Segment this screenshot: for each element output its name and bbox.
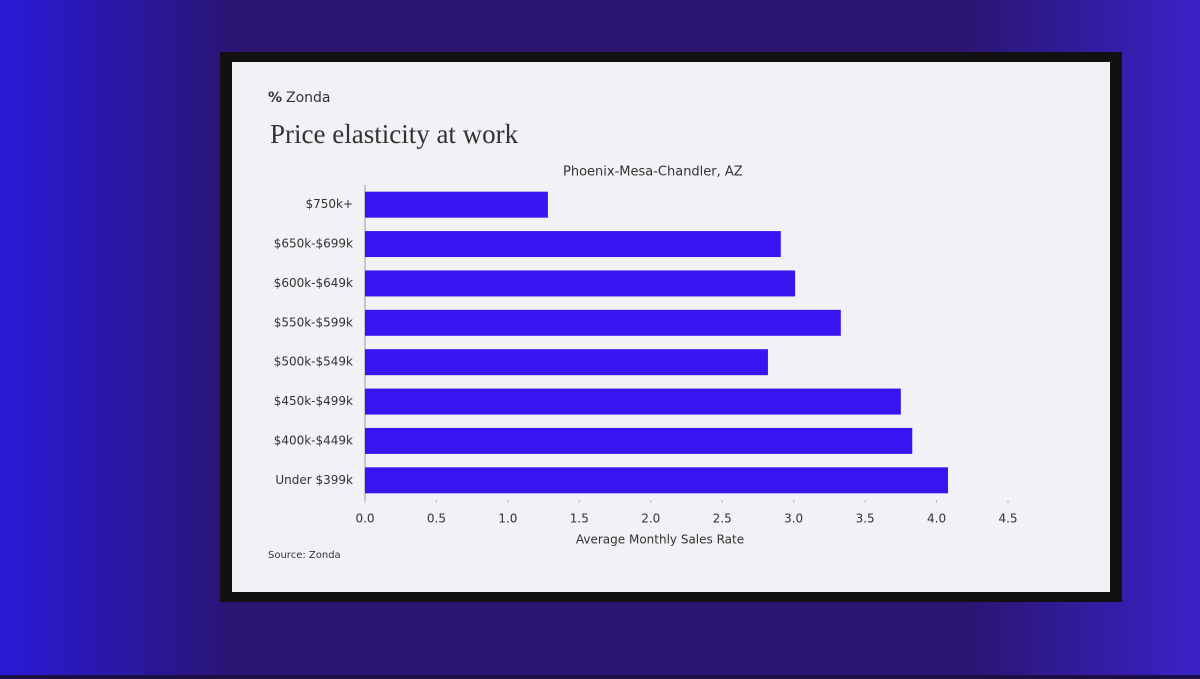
x-tick-label: 3.5 <box>856 512 875 526</box>
source: Source: Zonda <box>268 550 341 561</box>
bar <box>365 427 913 454</box>
x-tick-label: 0.5 <box>427 512 446 526</box>
bar <box>365 467 948 494</box>
x-axis-label: Average Monthly Sales Rate <box>576 533 744 547</box>
y-tick-label: $750k+ <box>305 197 353 211</box>
bar <box>365 231 781 258</box>
y-tick-label: $500k-$549k <box>274 355 353 369</box>
y-tick-label: $650k-$699k <box>274 237 353 251</box>
x-tick-label: 4.5 <box>998 512 1017 526</box>
y-tick-label: $600k-$649k <box>274 276 353 290</box>
bar <box>365 270 796 297</box>
chart-subtitle: Phoenix-Mesa-Chandler, AZ <box>563 165 743 180</box>
x-tick-label: 3.0 <box>784 512 803 526</box>
bar <box>365 309 841 336</box>
y-tick-label: $400k-$449k <box>274 433 353 447</box>
bar <box>365 349 768 376</box>
bar <box>365 388 901 415</box>
chart-title: Price elasticity at work <box>270 119 519 149</box>
brand-icon: % <box>268 90 282 106</box>
brand: Zonda <box>286 90 331 106</box>
x-tick-label: 2.0 <box>641 512 660 526</box>
x-tick-label: 4.0 <box>927 512 946 526</box>
x-tick-label: 0.0 <box>355 512 374 526</box>
x-tick-label: 1.5 <box>570 512 589 526</box>
y-tick-label: $550k-$599k <box>274 315 353 329</box>
y-tick-label: Under $399k <box>275 473 353 487</box>
x-tick-label: 1.0 <box>498 512 517 526</box>
bar <box>365 191 548 218</box>
y-tick-label: $450k-$499k <box>274 394 353 408</box>
x-tick-label: 2.5 <box>713 512 732 526</box>
